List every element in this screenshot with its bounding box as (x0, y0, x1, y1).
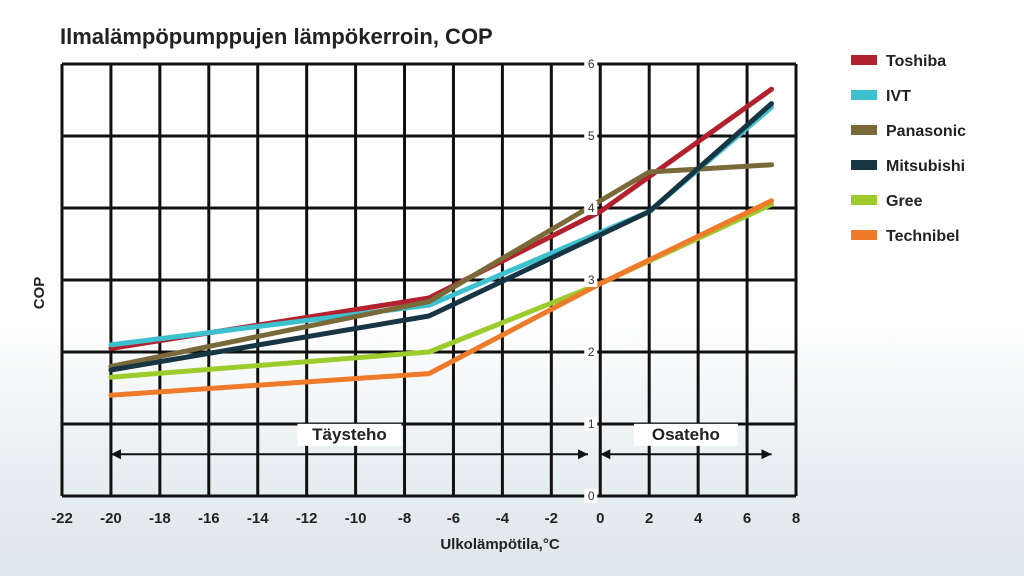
y-tick-label: 4 (588, 201, 595, 215)
region-label-bg (633, 423, 738, 446)
x-tick-label: -10 (345, 510, 367, 527)
y-tick-bg (584, 417, 598, 431)
y-tick-bg (584, 57, 598, 71)
y-tick-bg (584, 201, 598, 215)
region-label-bg (297, 423, 402, 446)
x-tick-label: 0 (596, 510, 604, 527)
x-tick-label: 8 (792, 510, 800, 527)
x-tick-label: -16 (198, 510, 220, 527)
region-label: Täysteho (312, 425, 387, 444)
legend-swatch (851, 195, 877, 205)
y-tick-label: 0 (588, 489, 595, 503)
x-tick-label: -2 (545, 510, 558, 527)
region-annotations: Täysteho Osateho (110, 423, 772, 460)
x-tick-label: 2 (645, 510, 653, 527)
y-tick-bg (584, 489, 598, 503)
legend-swatch (851, 90, 877, 100)
legend-label: Mitsubishi (886, 158, 965, 175)
y-tick-label: 2 (588, 345, 595, 359)
y-tick-label: 5 (588, 129, 595, 143)
x-tick-label: 6 (743, 510, 751, 527)
arrow-head-right (578, 449, 589, 460)
x-tick-label: -14 (247, 510, 269, 527)
x-tick-label: -8 (398, 510, 411, 527)
legend-swatch (851, 160, 877, 170)
legend-label: Toshiba (886, 53, 946, 70)
arrow-head-left (600, 449, 611, 460)
chart-title: Ilmalämpöpumppujen lämpökerroin, COP (60, 24, 493, 49)
y-tick-bg (584, 129, 598, 143)
tick-labels: -22 -20 -18 -16 -14 -12 -10 -8 -6 -4 -2 0 2 4 6 8012345… (51, 57, 800, 527)
legend-label: Gree (886, 193, 923, 210)
x-tick-label: -4 (496, 510, 510, 527)
y-tick-label: 6 (588, 57, 595, 71)
x-tick-label: -18 (149, 510, 171, 527)
x-tick-label: -20 (100, 510, 122, 527)
x-axis-label: Ulkolämpötila,°C (440, 536, 560, 553)
x-tick-label: 4 (694, 510, 703, 527)
region-label: Osateho (652, 425, 720, 444)
legend-swatch (851, 230, 877, 240)
series-line-mitsubishi (108, 101, 774, 373)
legend-label: Technibel (886, 228, 960, 245)
legend-swatch (851, 125, 877, 135)
x-tick-label: -6 (447, 510, 460, 527)
y-axis-label: COP (31, 277, 48, 310)
series-line-technibel (108, 198, 774, 398)
series-line-panasonic (108, 162, 774, 369)
y-tick-bg (584, 273, 598, 287)
legend-label: IVT (886, 88, 911, 105)
x-tick-label: -12 (296, 510, 318, 527)
arrow-head-right (761, 449, 772, 460)
y-tick-bg (584, 345, 598, 359)
x-tick-label: -22 (51, 510, 73, 527)
y-tick-label: 1 (588, 417, 595, 431)
legend-swatch (851, 55, 877, 65)
arrow-head-left (110, 449, 121, 460)
series-lines (108, 86, 774, 398)
legend-label: Panasonic (886, 123, 966, 140)
legend: Toshiba IVT Panasonic Mitsubishi Gree Technib… (851, 53, 966, 245)
y-tick-label: 3 (588, 273, 595, 287)
